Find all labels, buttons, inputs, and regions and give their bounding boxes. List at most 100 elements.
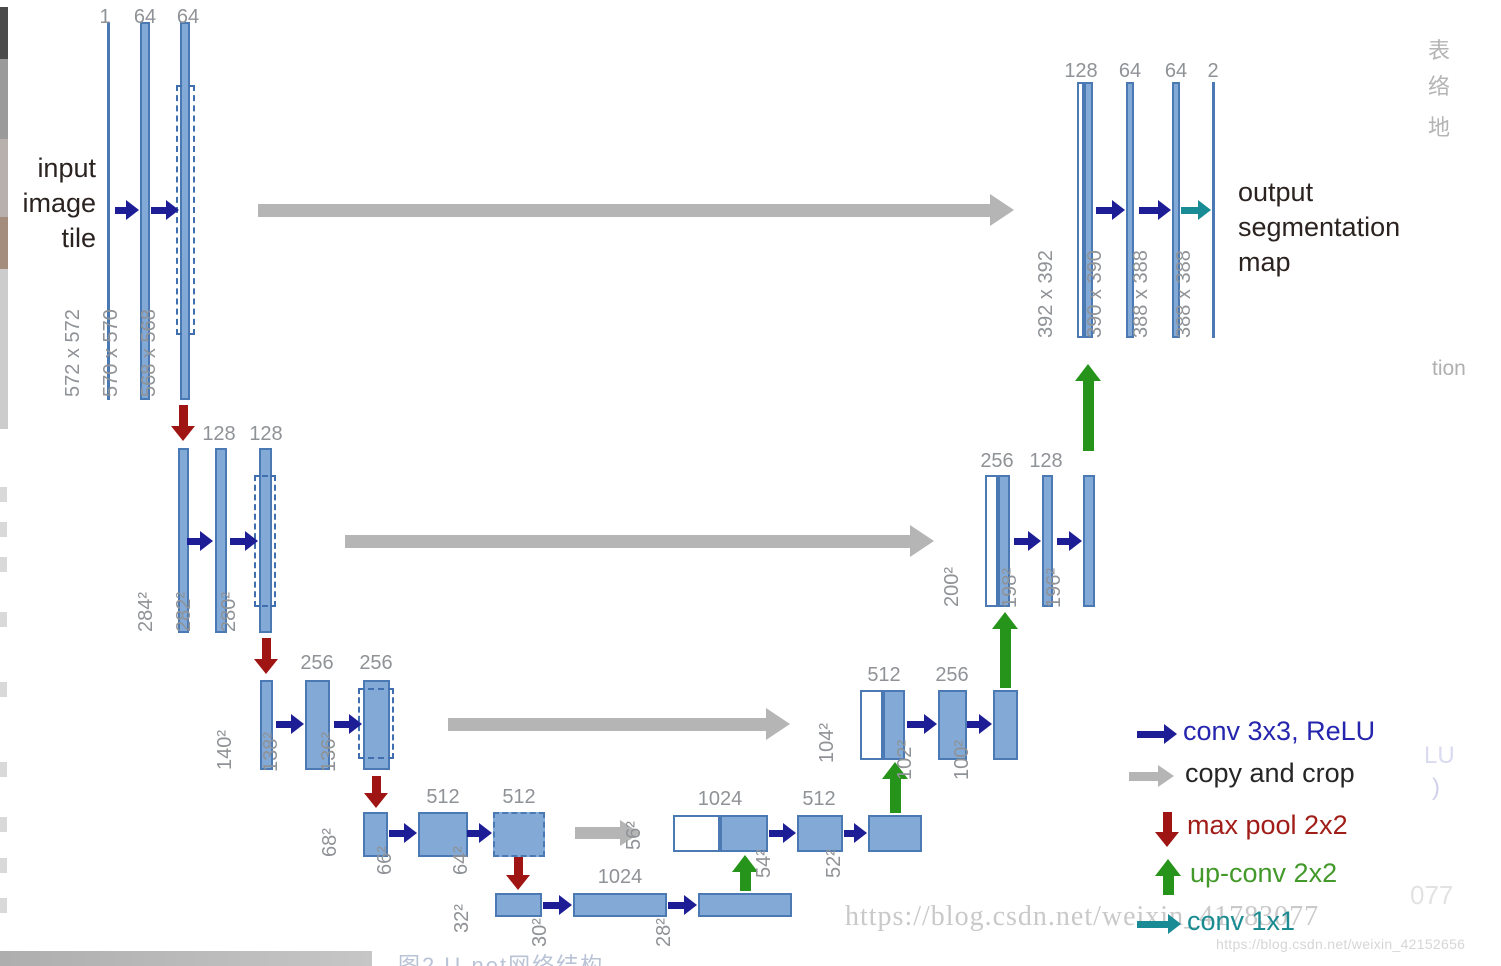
conv3x3-arrow-icon	[166, 199, 179, 220]
legend-label: up-conv 2x2	[1190, 858, 1338, 888]
conv3x3-arrow-icon	[467, 829, 480, 837]
conv3x3-arrow-icon	[769, 829, 784, 837]
maxpool-arrow-icon	[363, 793, 388, 808]
copy-crop-arrow-icon	[448, 717, 767, 731]
input-label-line: tile	[61, 223, 96, 253]
conv3x3-arrow-icon	[967, 720, 980, 728]
channel-count-label: 128	[1029, 450, 1063, 472]
conv3x3-arrow-icon	[1164, 723, 1177, 744]
input-label-line: image	[22, 188, 96, 218]
copy-crop-arrow-icon	[345, 534, 911, 548]
legend-label: conv 1x1	[1187, 906, 1296, 936]
conv3x3-arrow-icon	[276, 720, 292, 728]
bottom-gray-bar-artifact	[0, 951, 372, 966]
conv3x3-arrow-icon	[543, 901, 560, 909]
copy-crop-arrow-icon	[910, 525, 934, 557]
upconv-arrow-icon	[999, 628, 1011, 688]
channel-count-label: 2	[1207, 60, 1219, 82]
ghost-text-fragment: 077	[1410, 880, 1454, 910]
size-label: 392 x 392	[1035, 250, 1057, 338]
feature-map	[797, 815, 843, 852]
upconv-arrow-icon	[1074, 364, 1101, 381]
feature-map	[998, 475, 1010, 607]
size-label: 388 x 388	[1173, 250, 1195, 338]
feature-map	[573, 893, 667, 917]
upconv-arrow-icon	[1154, 859, 1181, 876]
size-label: 198²	[999, 567, 1021, 608]
feature-map	[215, 448, 227, 633]
feature-map	[720, 815, 768, 852]
maxpool-arrow-icon	[178, 405, 188, 427]
size-label: 388 x 388	[1130, 250, 1152, 338]
conv3x3-arrow-icon	[1014, 537, 1029, 545]
maxpool-arrow-icon	[261, 638, 271, 660]
left-edge-artifact	[0, 7, 8, 59]
feature-map	[107, 22, 110, 400]
channel-count-label: 128	[1064, 60, 1098, 82]
input-label-line: input	[37, 153, 96, 183]
upconv-arrow-icon	[881, 762, 908, 779]
upconv-arrow-icon	[739, 871, 751, 891]
conv3x3-arrow-icon	[115, 206, 127, 214]
conv3x3-arrow-icon	[1139, 206, 1159, 214]
conv3x3-arrow-icon	[334, 720, 350, 728]
size-label: 200²	[941, 566, 963, 607]
ghost-text-fragment: LU	[1424, 742, 1455, 769]
feature-map	[698, 893, 792, 917]
conv3x3-arrow-icon	[245, 530, 258, 551]
conv3x3-arrow-icon	[979, 713, 992, 734]
legend-label: conv 3x3, ReLU	[1183, 716, 1376, 746]
maxpool-arrow-icon	[170, 426, 195, 441]
size-label: 54²	[753, 849, 775, 878]
feature-map	[993, 690, 1018, 760]
size-label: 66²	[374, 846, 396, 875]
upconv-arrow-icon	[1082, 380, 1094, 451]
feature-map	[938, 690, 967, 760]
conv3x3-arrow-icon	[844, 829, 855, 837]
left-edge-artifact	[0, 269, 8, 429]
size-label: 64²	[450, 846, 472, 875]
legend-label: max pool 2x2	[1187, 810, 1348, 840]
conv1x1-arrow-icon	[1198, 199, 1211, 220]
edge-watermark-char: 地	[1428, 115, 1451, 140]
output-label-line: output	[1238, 177, 1314, 207]
size-label: 52²	[823, 849, 845, 878]
input-image-tile-label: input image tile	[4, 151, 96, 256]
conv3x3-arrow-icon	[1069, 530, 1082, 551]
conv3x3-arrow-icon	[854, 822, 867, 843]
channel-count-label: 512	[802, 788, 836, 810]
size-label: 282²	[173, 591, 195, 632]
conv3x3-arrow-icon	[907, 720, 925, 728]
output-label-line: segmentation	[1238, 212, 1401, 242]
edge-text-fragment: tion	[1432, 357, 1466, 380]
watermark-large: https://blog.csdn.net/weixin_41783077	[845, 901, 1320, 932]
size-label: 570 x 570	[100, 309, 122, 397]
maxpool-arrow-icon	[371, 776, 381, 794]
size-label: 102²	[894, 739, 916, 780]
feature-map	[180, 22, 190, 400]
size-label: 28²	[653, 918, 675, 947]
maxpool-arrow-icon	[253, 659, 278, 674]
left-edge-glyph-fragment	[0, 817, 7, 832]
feature-map	[305, 680, 330, 770]
output-segmentation-map-label: output segmentation map	[1238, 175, 1400, 280]
channel-count-label: 512	[867, 664, 901, 686]
watermark-small: https://blog.csdn.net/weixin_42152656	[1216, 936, 1466, 952]
copy-crop-arrow-icon	[258, 203, 991, 217]
conv3x3-arrow-icon	[783, 822, 796, 843]
left-edge-artifact	[0, 217, 8, 269]
size-label: 104²	[816, 722, 838, 763]
left-edge-glyph-fragment	[0, 898, 7, 913]
conv3x3-arrow-icon	[230, 537, 246, 545]
upconv-arrow-icon	[1162, 875, 1174, 895]
feature-map	[1077, 82, 1084, 338]
channel-count-label: 256	[935, 664, 969, 686]
copy-crop-arrow-icon	[1129, 771, 1159, 781]
channel-count-label: 64	[1118, 60, 1142, 82]
maxpool-arrow-icon	[1162, 812, 1172, 833]
conv3x3-arrow-icon	[404, 822, 417, 843]
conv3x3-arrow-icon	[684, 894, 697, 915]
left-edge-artifact	[0, 59, 8, 139]
edge-watermark-char: 络	[1428, 74, 1451, 99]
